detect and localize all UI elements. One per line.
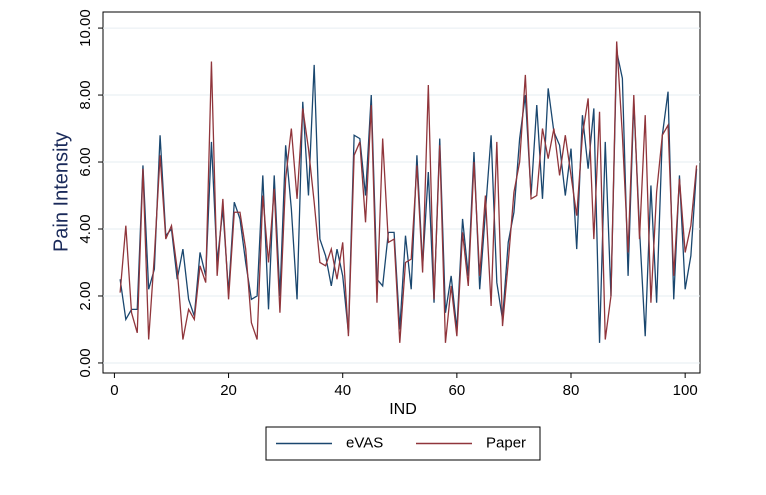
x-axis-label: IND [389, 401, 417, 418]
x-tick-label: 80 [563, 382, 580, 399]
legend-label: Paper [486, 434, 526, 451]
y-tick-label: 4.00 [77, 214, 94, 243]
y-axis-label: Pain Intensity [50, 132, 72, 252]
y-tick-label: 0.00 [77, 348, 94, 377]
x-tick-label: 60 [449, 382, 466, 399]
x-tick-label: 100 [673, 382, 698, 399]
x-tick-label: 40 [334, 382, 351, 399]
legend-label: eVAS [346, 434, 383, 451]
x-tick-label: 20 [220, 382, 237, 399]
y-tick-label: 10.00 [77, 9, 94, 47]
y-tick-label: 8.00 [77, 80, 94, 109]
y-tick-label: 2.00 [77, 281, 94, 310]
x-tick-label: 0 [110, 382, 118, 399]
y-tick-label: 6.00 [77, 147, 94, 176]
series-line [119, 41, 698, 343]
